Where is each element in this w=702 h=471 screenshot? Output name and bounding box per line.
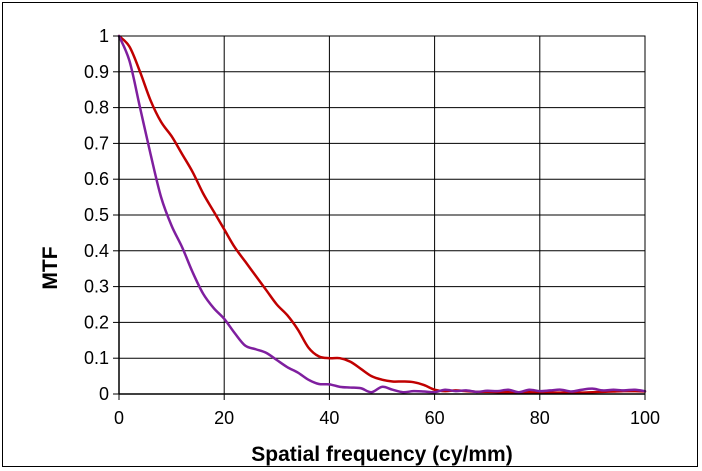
y-tick-label: 0.9 <box>84 62 109 82</box>
x-axis-title: Spatial frequency (cy/mm) <box>251 443 512 466</box>
plot-border <box>118 35 646 395</box>
y-axis-title: MTF <box>39 246 62 289</box>
x-tick-label: 60 <box>425 408 445 428</box>
x-tick-label: 80 <box>530 408 550 428</box>
y-tick-label: 0.3 <box>84 277 109 297</box>
x-tick-label: 0 <box>114 408 124 428</box>
y-tick-label: 0.7 <box>84 133 109 153</box>
series-line-2 <box>117 34 647 394</box>
y-tick-label: 0.5 <box>84 205 109 225</box>
y-tick-label: 0.8 <box>84 98 109 118</box>
y-tick-label: 0.2 <box>84 312 109 332</box>
y-tick-label: 0.1 <box>84 348 109 368</box>
y-tick-label: 0.6 <box>84 169 109 189</box>
x-tick-label: 20 <box>214 408 234 428</box>
tick-labels: 0 0.1 0.2 0.3 0.4 0.5 0.6 0.7 0.8 0.9 1 0 20 40 60 80 10… <box>84 26 660 428</box>
series-line-1 <box>117 34 647 394</box>
y-tick-label: 0 <box>99 384 109 404</box>
y-tick-label: 0.4 <box>84 241 109 261</box>
axes <box>113 35 646 400</box>
series-lines <box>117 34 647 394</box>
x-tick-label: 100 <box>630 408 660 428</box>
y-tick-label: 1 <box>99 26 109 46</box>
x-tick-label: 40 <box>319 408 339 428</box>
